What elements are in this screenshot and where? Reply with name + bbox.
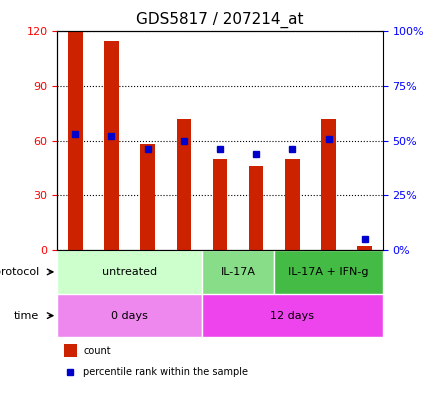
Text: 0 days: 0 days <box>111 310 148 321</box>
Bar <box>321 119 336 250</box>
Text: IL-17A + IFN-g: IL-17A + IFN-g <box>288 267 369 277</box>
FancyBboxPatch shape <box>57 294 202 338</box>
Text: percentile rank within the sample: percentile rank within the sample <box>83 367 248 377</box>
Bar <box>213 159 227 250</box>
Text: untreated: untreated <box>102 267 157 277</box>
Text: IL-17A: IL-17A <box>220 267 256 277</box>
Bar <box>357 246 372 250</box>
Text: protocol: protocol <box>0 267 39 277</box>
Bar <box>176 119 191 250</box>
Text: time: time <box>14 310 39 321</box>
Bar <box>64 344 77 357</box>
Bar <box>140 144 155 250</box>
FancyBboxPatch shape <box>202 250 274 294</box>
Bar <box>249 166 264 250</box>
Bar <box>104 40 119 250</box>
Bar <box>285 159 300 250</box>
FancyBboxPatch shape <box>57 250 202 294</box>
Text: count: count <box>83 345 111 356</box>
Text: 12 days: 12 days <box>270 310 314 321</box>
FancyBboxPatch shape <box>274 250 383 294</box>
Bar <box>68 31 83 250</box>
Text: GDS5817 / 207214_at: GDS5817 / 207214_at <box>136 12 304 28</box>
FancyBboxPatch shape <box>202 294 383 338</box>
